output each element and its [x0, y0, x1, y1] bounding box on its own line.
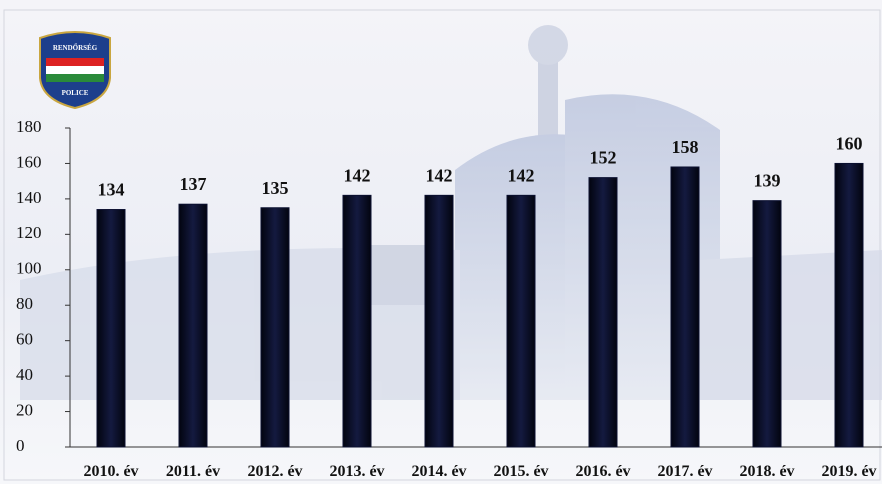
y-tick-label: 100 [16, 259, 42, 278]
y-tick-label: 20 [16, 400, 33, 419]
y-tick-label: 120 [16, 223, 42, 242]
bar [588, 177, 618, 448]
x-tick-label: 2017. év [657, 463, 712, 480]
x-tick-label: 2019. év [821, 463, 876, 480]
y-tick-label: 140 [16, 188, 42, 207]
value-label: 152 [590, 148, 617, 168]
y-tick-label: 180 [16, 117, 42, 136]
y-tick-label: 60 [16, 330, 33, 349]
value-label: 142 [344, 165, 371, 185]
bar [834, 162, 864, 448]
value-label: 160 [836, 133, 863, 153]
x-tick-label: 2014. év [411, 463, 466, 480]
x-tick-label: 2015. év [493, 463, 548, 480]
x-tick-label: 2013. év [329, 463, 384, 480]
bar [424, 194, 454, 448]
frame [3, 9, 881, 481]
value-label: 142 [426, 165, 453, 185]
x-tick-label: 2016. év [575, 463, 630, 480]
bar [96, 209, 126, 448]
bar [670, 166, 700, 448]
y-tick-label: 160 [16, 152, 42, 171]
value-label: 158 [672, 137, 699, 157]
value-label: 134 [98, 180, 125, 200]
x-tick-label: 2012. év [247, 463, 302, 480]
bar [342, 194, 372, 448]
value-label: 137 [180, 174, 207, 194]
bar [506, 194, 536, 448]
y-tick-label: 40 [16, 365, 33, 384]
value-label: 139 [754, 171, 781, 191]
bar [178, 203, 208, 448]
logo-text: POLICE [62, 89, 89, 97]
value-label: 135 [262, 178, 289, 198]
bar [260, 207, 290, 448]
x-tick-label: 2010. év [83, 463, 138, 480]
x-tick-label: 2011. év [166, 463, 220, 480]
y-tick-label: 80 [16, 294, 33, 313]
police-logo: RENDŐRSÉG POLICE [39, 31, 111, 110]
y-tick-label: 0 [16, 436, 25, 455]
logo-text: RENDŐRSÉG [53, 44, 98, 52]
value-label: 142 [508, 165, 535, 185]
x-tick-label: 2018. év [739, 463, 794, 480]
bar [752, 200, 782, 448]
